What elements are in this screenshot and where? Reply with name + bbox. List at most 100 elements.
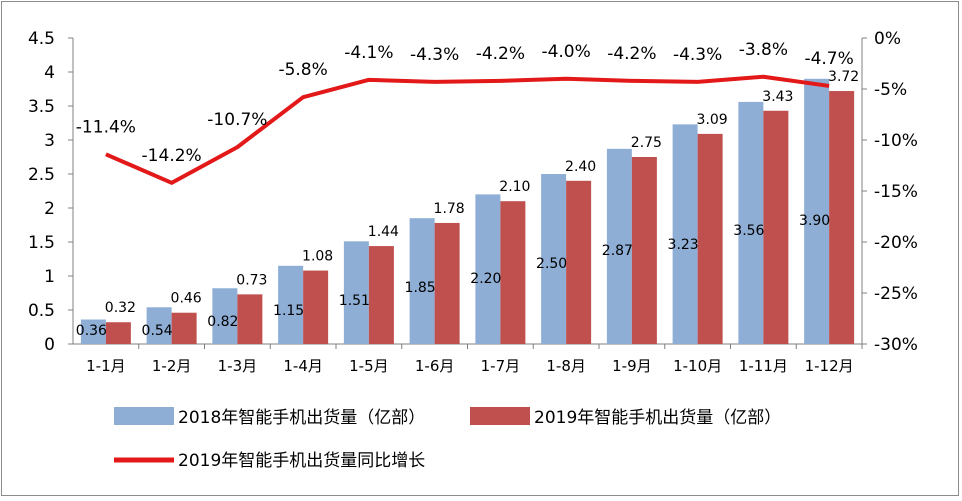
bar-2019 [631, 157, 657, 344]
y-left-tick-label: 1.5 [28, 233, 55, 253]
x-tick-label: 1-9月 [612, 357, 652, 375]
data-label-2019: 1.78 [434, 201, 465, 217]
data-label-growth: -3.8% [739, 40, 788, 60]
bar-2019 [368, 246, 394, 344]
x-tick-label: 1-8月 [546, 357, 586, 375]
bar-2019 [237, 294, 263, 344]
yoy-growth-line [105, 74, 830, 185]
data-label-2019: 0.73 [236, 272, 267, 288]
data-label-2018: 3.90 [799, 213, 830, 229]
x-tick-label: 1-5月 [349, 357, 389, 375]
data-label-2019: 0.46 [171, 291, 202, 307]
y-right-tick-label: -10% [874, 131, 918, 151]
x-tick-label: 1-10月 [673, 357, 722, 375]
y-right-tick-label: -25% [874, 284, 918, 304]
x-tick-label: 1-7月 [481, 357, 521, 375]
data-label-growth: -4.1% [344, 43, 393, 63]
data-label-2018: 2.20 [470, 271, 501, 287]
data-label-growth: -4.2% [607, 44, 656, 64]
x-tick-label: 1-11月 [739, 357, 788, 375]
x-tick-label: 1-2月 [152, 357, 192, 375]
data-label-2019: 2.75 [631, 135, 662, 151]
y-left-tick-label: 3.5 [28, 97, 55, 117]
x-tick-label: 1-12月 [805, 357, 854, 375]
chart-data-labels: 0.36 0.32 0.54 0.46 0.82 0.73 1.15 1.08 1.51 1.44… [76, 40, 859, 339]
y-right-tick-label: -15% [874, 182, 918, 202]
data-label-2019: 3.43 [762, 89, 793, 105]
data-label-2018: 0.54 [142, 323, 173, 339]
data-label-growth: -4.3% [673, 45, 722, 65]
bar-2019 [303, 270, 329, 344]
data-label-2019: 2.10 [499, 179, 530, 195]
data-label-growth: -4.0% [541, 42, 590, 62]
legend-swatch-2018 [114, 407, 174, 425]
bar-2018 [606, 148, 632, 344]
data-label-2019: 0.32 [105, 300, 136, 316]
data-label-2018: 1.51 [339, 293, 370, 309]
chart-axes: 0 0.5 1 1.5 2 2.5 3 3.5 4 4.5 -30% -25% -20% -15% -10%… [28, 29, 918, 375]
data-label-2019: 3.09 [697, 112, 728, 128]
data-label-2018: 0.36 [76, 323, 107, 339]
chart-legend: 2018年智能手机出货量（亿部） 2019年智能手机出货量（亿部） 2019年智能手… [114, 407, 781, 471]
data-label-growth: -11.4% [76, 117, 136, 137]
legend-label-2018: 2018年智能手机出货量（亿部） [178, 408, 425, 428]
data-label-growth: -4.2% [476, 44, 525, 64]
bar-2018 [343, 241, 369, 344]
data-label-2019: 1.08 [302, 249, 333, 265]
bar-2018 [212, 288, 238, 344]
data-label-2019: 3.72 [828, 69, 859, 85]
bar-2018 [278, 265, 304, 344]
y-left-tick-label: 0 [44, 335, 55, 355]
y-left-tick-label: 1 [44, 267, 55, 287]
data-label-2019: 2.40 [565, 159, 596, 175]
data-label-2018: 1.15 [273, 303, 304, 319]
y-left-tick-label: 0.5 [28, 301, 55, 321]
bar-2018 [475, 194, 501, 344]
bar-2019 [171, 312, 197, 344]
bar-2018 [738, 101, 764, 344]
y-left-tick-label: 2 [44, 199, 55, 219]
y-left-tick-label: 2.5 [28, 165, 55, 185]
legend-label-growth: 2019年智能手机出货量同比增长 [178, 451, 425, 471]
bar-2019 [566, 180, 592, 344]
data-label-growth: -4.7% [804, 49, 853, 69]
bar-2019 [697, 133, 723, 344]
legend-label-2019: 2019年智能手机出货量（亿部） [534, 408, 781, 428]
y-right-tick-label: 0% [874, 29, 901, 49]
data-label-2018: 2.50 [536, 256, 567, 272]
data-label-2018: 3.56 [733, 223, 764, 239]
y-right-tick-label: -5% [874, 80, 907, 100]
bar-2019 [434, 222, 460, 344]
chart-line [105, 74, 830, 185]
data-label-2018: 0.82 [207, 314, 238, 330]
data-label-2018: 2.87 [602, 243, 633, 259]
legend-swatch-2019 [470, 407, 530, 425]
data-label-growth: -5.8% [278, 60, 327, 80]
x-tick-label: 1-6月 [415, 357, 455, 375]
bar-2019 [829, 91, 855, 344]
x-tick-label: 1-1月 [86, 357, 126, 375]
y-right-tick-label: -20% [874, 233, 918, 253]
bar-2018 [146, 307, 172, 344]
bar-2018 [804, 78, 830, 345]
bar-2018 [672, 124, 698, 344]
bar-2018 [541, 174, 567, 344]
bar-2018 [409, 218, 435, 344]
y-left-tick-label: 4 [44, 63, 55, 83]
bar-2019 [500, 201, 526, 344]
bar-2019 [105, 322, 131, 344]
data-label-2018: 3.23 [668, 237, 699, 253]
data-label-growth: -14.2% [142, 146, 202, 166]
data-label-growth: -4.3% [410, 45, 459, 65]
data-label-growth: -10.7% [207, 110, 267, 130]
x-tick-label: 1-4月 [283, 357, 323, 375]
x-tick-label: 1-3月 [218, 357, 258, 375]
bar-2019 [763, 110, 789, 344]
y-right-tick-label: -30% [874, 335, 918, 355]
bar-2018 [80, 319, 106, 344]
data-label-2018: 1.85 [405, 280, 436, 296]
y-left-tick-label: 4.5 [28, 29, 55, 49]
chart-bars [80, 78, 855, 345]
